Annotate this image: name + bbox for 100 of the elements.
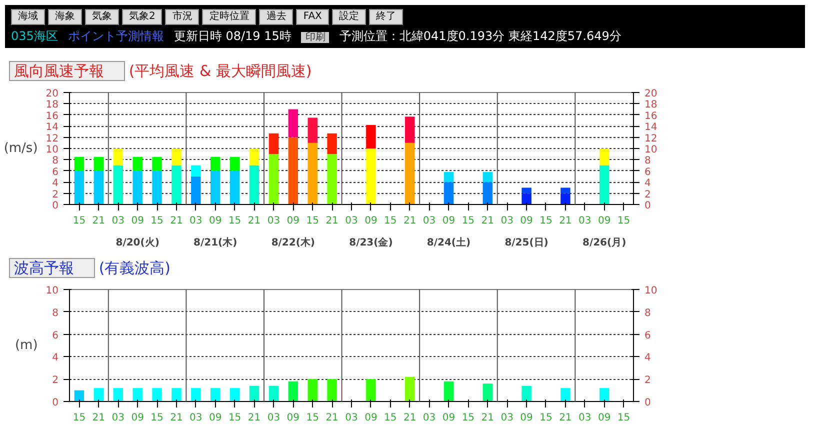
bar <box>560 188 570 194</box>
text: 海象 <box>48 9 82 26</box>
text: 気象2 <box>122 9 162 26</box>
chart-subtitle: (平均風速 & 最大瞬間風速) <box>128 62 312 80</box>
x-tick-label: 21 <box>481 216 494 226</box>
x-tick-label: 09 <box>131 412 144 424</box>
bar <box>444 182 454 204</box>
chart-title: 波高予報 <box>9 258 95 278</box>
y-tick-label: 0 <box>52 200 59 212</box>
text: 8/23(金) <box>349 236 393 248</box>
text: 8/25(日) <box>504 238 548 248</box>
bar <box>132 388 142 402</box>
bar <box>560 388 570 402</box>
x-tick-label: 09 <box>286 412 300 424</box>
bar <box>482 384 492 402</box>
x-tick-label: 09 <box>598 216 611 226</box>
bar <box>249 165 260 204</box>
bar <box>113 388 123 402</box>
x-tick-label: 03 <box>190 216 202 226</box>
text: 8/24(土) <box>426 236 471 248</box>
bar <box>308 118 318 143</box>
text: 海域 <box>11 9 45 26</box>
x-tick-label: 15 <box>228 216 242 226</box>
text: 更新日時 08/19 15時 <box>174 29 292 44</box>
x-tick-label: 15 <box>617 412 630 424</box>
y-tick-label: 2 <box>52 189 59 200</box>
text: FAX <box>296 9 329 26</box>
y2-tick-label: 20 <box>644 88 658 100</box>
y-tick-label: 20 <box>46 88 59 100</box>
bar <box>268 133 279 154</box>
y-tick-label: 8 <box>52 156 59 167</box>
x-tick-label: 21 <box>326 216 338 226</box>
bar <box>444 172 454 182</box>
y-axis-title: (m) <box>14 338 38 353</box>
bar <box>327 154 337 204</box>
x-tick-label: 15 <box>150 412 164 424</box>
y-tick-label: 10 <box>46 144 59 156</box>
text: ポイント予測情報 <box>68 29 164 44</box>
x-tick-label: 15 <box>72 412 86 424</box>
bar <box>327 133 337 154</box>
y2-tick-label: 8 <box>644 156 651 167</box>
text: 印刷 <box>301 32 330 44</box>
bar <box>74 156 84 171</box>
y-axis-title: (m/s) <box>4 141 38 156</box>
x-tick-label: 15 <box>150 216 164 226</box>
x-tick-label: 21 <box>403 412 416 424</box>
x-tick-label: 09 <box>520 216 533 226</box>
y2-tick-label: 6 <box>644 330 651 342</box>
text: 定時位置 <box>202 9 256 26</box>
y-tick-label: 16 <box>46 110 59 122</box>
x-tick-label: 03 <box>500 216 514 226</box>
y-tick-label: 18 <box>46 100 59 111</box>
bar <box>94 170 104 204</box>
y-tick-label: 6 <box>52 166 59 178</box>
x-tick-label: 15 <box>306 412 319 424</box>
bar <box>113 148 123 166</box>
x-tick-label: 15 <box>306 216 319 226</box>
x-tick-label: 03 <box>112 216 124 226</box>
y-tick-label: 4 <box>52 178 59 190</box>
bar <box>74 390 84 402</box>
bar <box>482 172 492 182</box>
x-tick-label: 09 <box>442 216 456 226</box>
x-tick-label: 03 <box>578 216 592 226</box>
bar <box>482 182 492 204</box>
bar <box>152 156 162 171</box>
bar <box>599 148 610 166</box>
chart-subtitle: (有義波高) <box>98 259 171 277</box>
bar <box>210 170 220 204</box>
bar <box>94 156 104 171</box>
bar <box>366 379 376 402</box>
bar <box>172 388 182 402</box>
bar <box>249 386 260 402</box>
x-tick-label: 15 <box>384 216 397 226</box>
x-tick-label: 03 <box>345 216 358 226</box>
bar <box>560 193 570 204</box>
y-tick-label: 12 <box>46 133 59 144</box>
x-tick-label: 03 <box>190 412 202 424</box>
y-tick-label: 4 <box>52 352 59 364</box>
x-tick-label: 21 <box>481 412 494 424</box>
x-tick-label: 09 <box>598 412 611 424</box>
y2-tick-label: 2 <box>644 375 651 386</box>
bar <box>113 165 123 204</box>
x-tick-label: 09 <box>286 216 300 226</box>
bar <box>522 386 532 402</box>
bar <box>404 376 415 402</box>
bar <box>172 148 182 166</box>
bar <box>327 379 337 402</box>
text: 市況 <box>165 9 200 26</box>
bar <box>191 165 201 176</box>
bar <box>230 388 240 402</box>
x-tick-label: 15 <box>228 412 242 424</box>
bar <box>268 386 279 402</box>
bar <box>172 165 182 204</box>
bar <box>366 124 376 148</box>
bar <box>599 165 610 204</box>
bar <box>230 170 240 204</box>
x-tick-label: 03 <box>267 412 280 424</box>
y2-tick-label: 0 <box>644 200 651 212</box>
x-tick-label: 09 <box>520 412 533 424</box>
bar <box>74 170 84 204</box>
